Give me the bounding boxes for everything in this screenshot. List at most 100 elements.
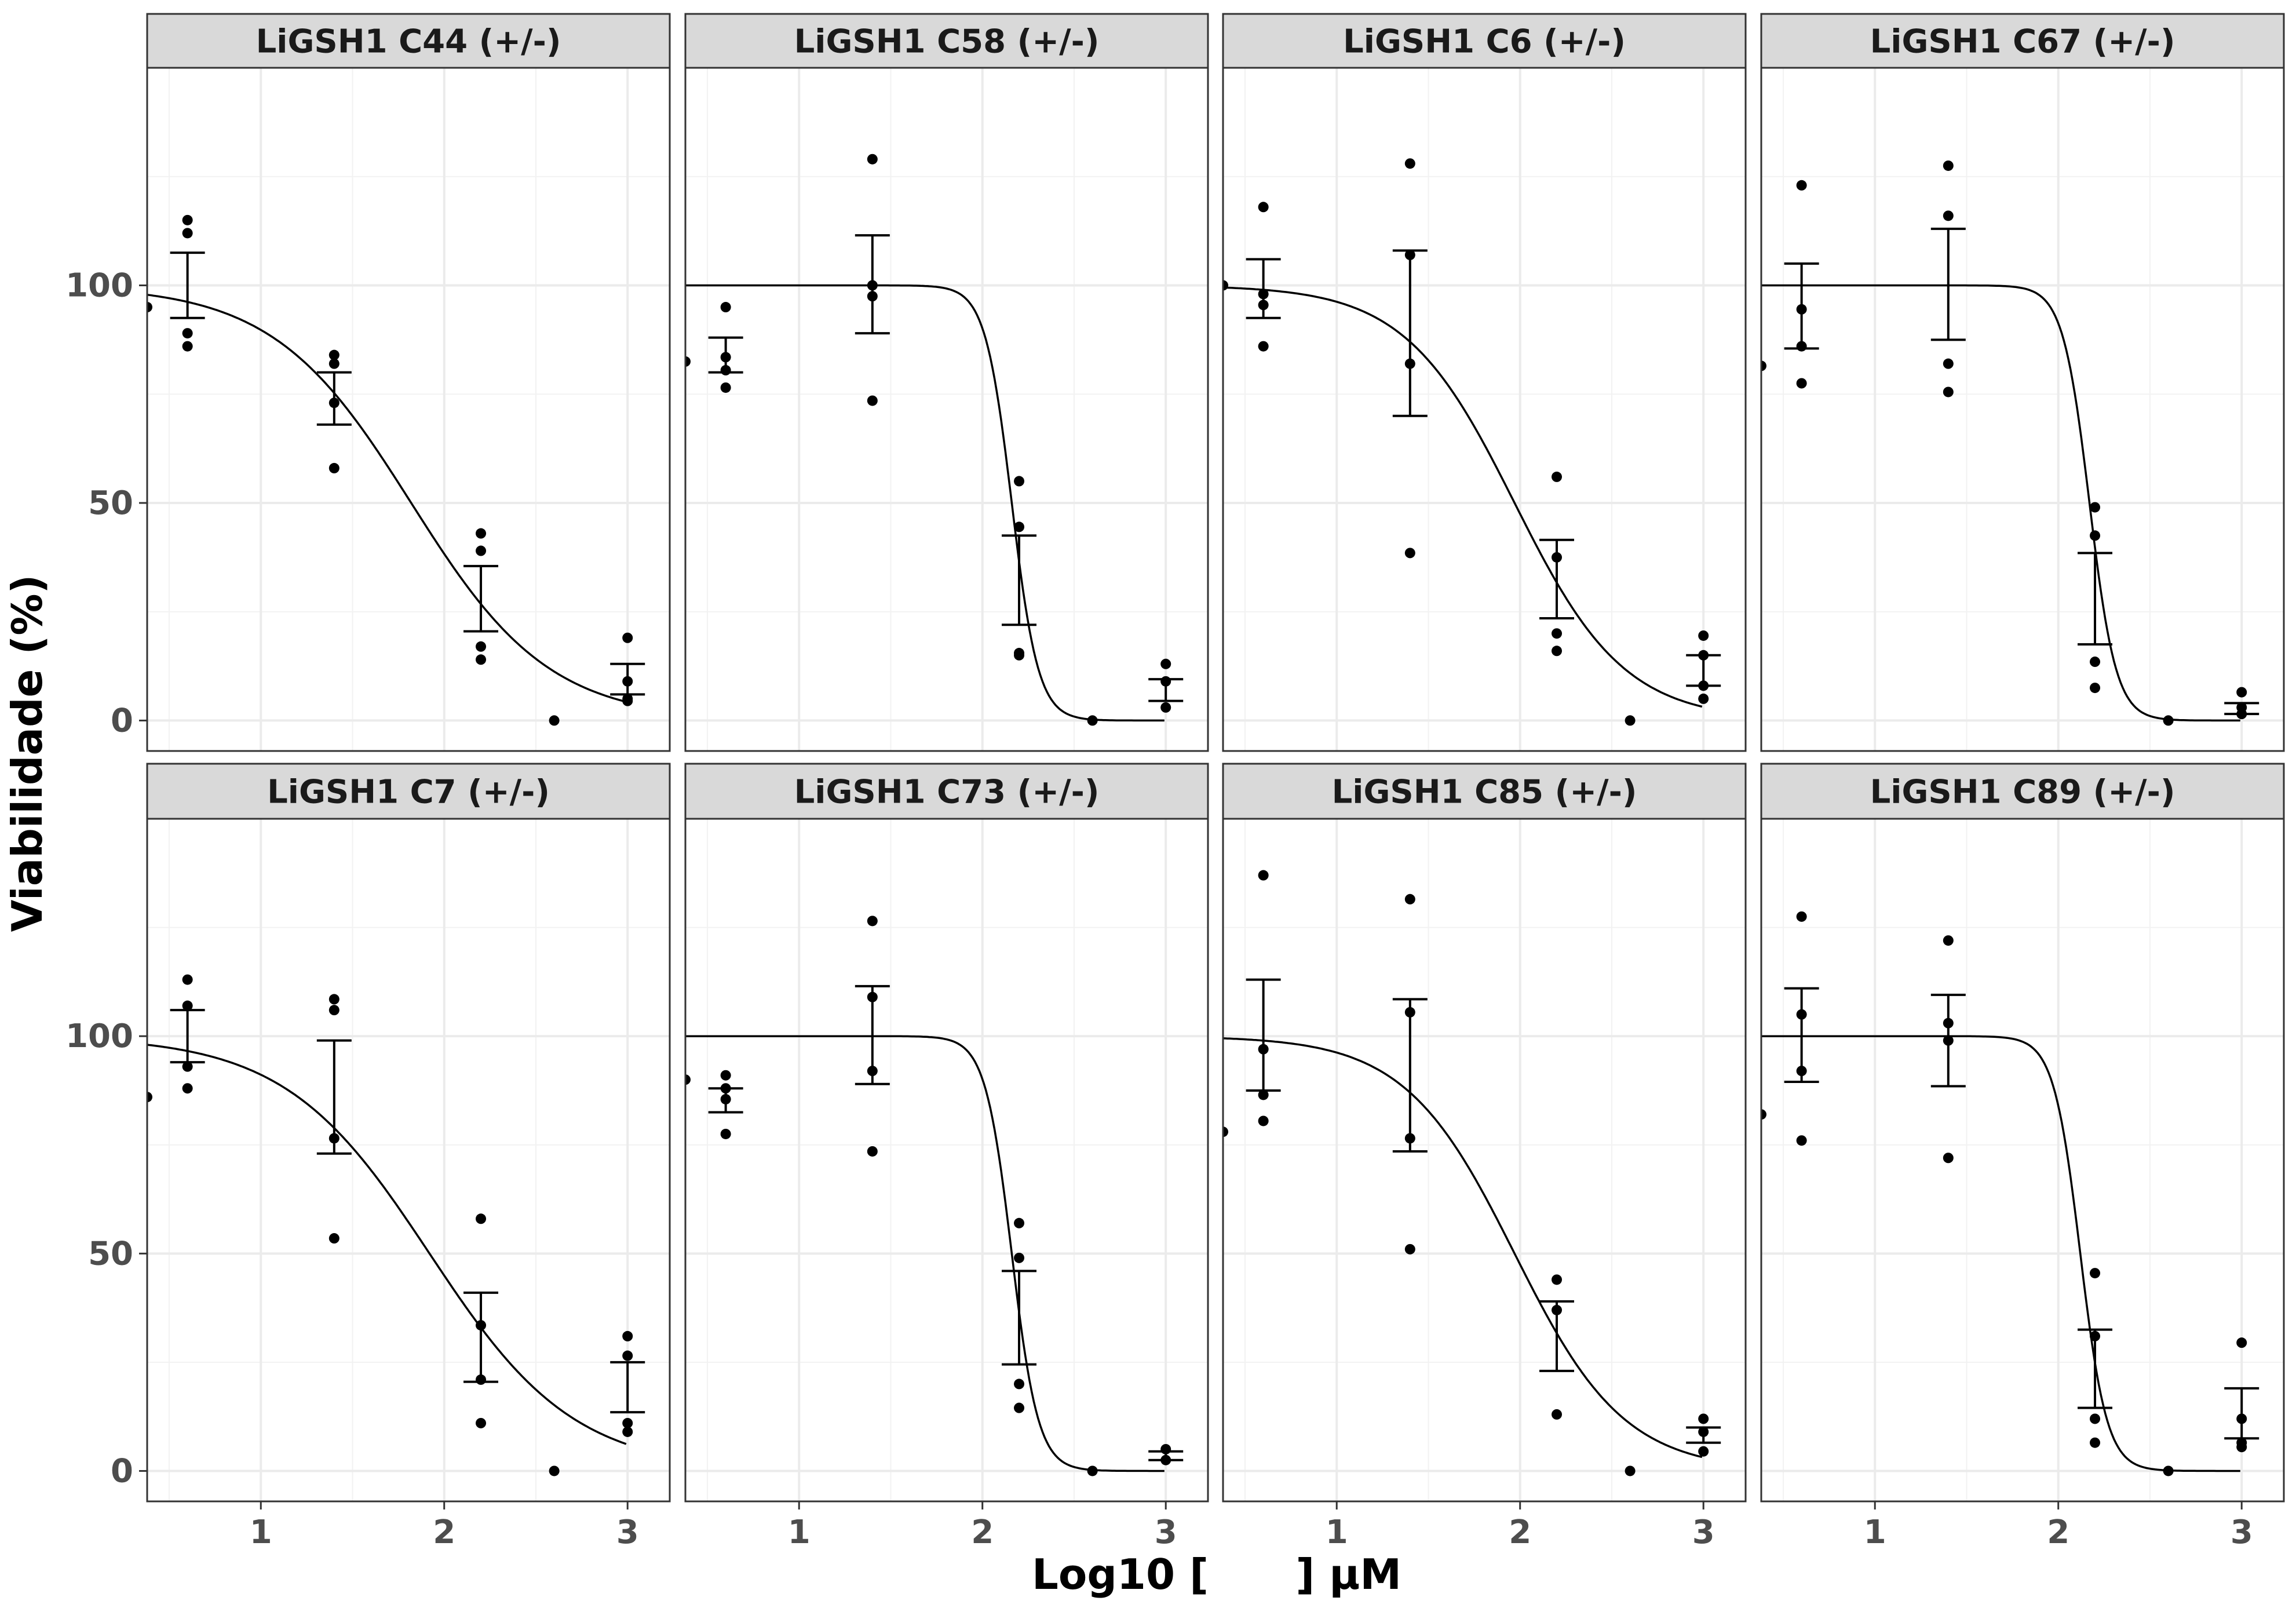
x-tick-label: 1 [1864, 1514, 1886, 1551]
data-point [182, 1000, 193, 1011]
data-point [2090, 657, 2101, 668]
x-tick-label: 3 [2231, 1514, 2253, 1551]
data-point [182, 341, 193, 352]
data-point [867, 154, 878, 165]
y-tick-label: 100 [65, 1018, 133, 1055]
data-point [328, 1233, 340, 1244]
facet-panel: LiGSH1 C89 (+/-) [1760, 763, 2285, 1503]
data-point [1160, 676, 1171, 687]
data-point [1625, 715, 1636, 726]
data-point [720, 364, 731, 375]
data-point [1698, 650, 1709, 661]
data-point [1943, 935, 1954, 946]
data-point [182, 1083, 193, 1094]
data-point [328, 1133, 340, 1144]
data-point [1014, 1402, 1025, 1413]
data-point [1258, 870, 1269, 881]
data-point [328, 1005, 340, 1016]
data-point [867, 291, 878, 302]
data-point [1014, 1217, 1025, 1228]
data-point [720, 302, 731, 313]
panel-border [1760, 818, 2285, 1503]
data-point [1552, 552, 1563, 563]
x-tick-label: 3 [616, 1514, 639, 1551]
x-tick-label: 2 [971, 1514, 994, 1551]
data-point [1552, 1304, 1563, 1315]
error-bar [2078, 1328, 2113, 1409]
data-point [1404, 358, 1415, 369]
data-point [2090, 1437, 2101, 1448]
facet-strip [146, 763, 671, 820]
y-tick-label: 0 [111, 702, 133, 739]
data-point [1761, 1109, 1766, 1120]
data-point [1943, 1153, 1954, 1164]
data-point [1404, 1244, 1415, 1255]
fitted-curve [147, 1044, 627, 1445]
data-point [867, 991, 878, 1002]
data-point [476, 545, 487, 556]
data-point [685, 1074, 691, 1085]
data-point [476, 528, 487, 539]
panel-border [146, 818, 671, 1503]
facet-title: LiGSH1 C6 (+/-) [1343, 23, 1626, 61]
data-point [1796, 1066, 1807, 1077]
data-point [2236, 687, 2247, 698]
data-point [476, 1213, 487, 1224]
data-point [1404, 1007, 1415, 1018]
data-point [1796, 180, 1807, 191]
x-axis-label: Log10 [ ] µM [1032, 1550, 1401, 1599]
data-points [147, 214, 633, 726]
error-bar [1002, 534, 1037, 626]
data-point [2090, 530, 2101, 541]
data-point [1796, 911, 1807, 922]
fitted-curve [1761, 284, 2240, 722]
x-tick-label: 2 [1509, 1514, 1531, 1551]
data-point [328, 358, 340, 369]
fitted-curve [147, 293, 627, 703]
data-point [2090, 502, 2101, 513]
data-points [147, 974, 633, 1476]
data-point [1943, 210, 1954, 221]
facet-title: LiGSH1 C58 (+/-) [794, 23, 1100, 61]
panel-border [684, 818, 1209, 1503]
data-point [1404, 894, 1415, 905]
data-point [867, 280, 878, 291]
x-tick-label: 1 [788, 1514, 811, 1551]
data-point [476, 1417, 487, 1428]
data-point [622, 676, 633, 687]
error-bar [1930, 227, 1966, 341]
facet-title: LiGSH1 C67 (+/-) [1870, 23, 2175, 61]
error-bar [610, 1361, 645, 1414]
data-point [1552, 1409, 1563, 1420]
data-point [1160, 1443, 1171, 1454]
data-points [1223, 158, 1709, 726]
data-point [1223, 280, 1228, 291]
facet-panel: LiGSH1 C58 (+/-) [684, 13, 1209, 752]
data-point [2090, 683, 2101, 694]
facet-panel: LiGSH1 C85 (+/-) [1222, 763, 1747, 1503]
x-tick-label: 3 [1155, 1514, 1177, 1551]
data-point [476, 1374, 487, 1385]
fitted-curve [1222, 286, 1703, 708]
data-point [1160, 702, 1171, 713]
data-point [328, 462, 340, 473]
y-axis-label: Viabilidade (%) [3, 575, 52, 932]
data-point [1160, 658, 1171, 669]
data-point [867, 1066, 878, 1077]
data-point [1404, 548, 1415, 559]
x-tick-label: 2 [433, 1514, 455, 1551]
data-point [2090, 1330, 2101, 1341]
data-point [182, 974, 193, 985]
data-point [2090, 1268, 2101, 1279]
facet-strip [1222, 763, 1747, 820]
data-point [1698, 1413, 1709, 1424]
data-point [2163, 715, 2174, 726]
data-point [720, 1128, 731, 1139]
data-point [1625, 1465, 1636, 1476]
data-point [867, 395, 878, 406]
data-point [2236, 1337, 2247, 1348]
facet-title: LiGSH1 C73 (+/-) [794, 774, 1100, 811]
data-point [1552, 628, 1563, 639]
y-tick-label: 100 [65, 267, 133, 304]
facet-panel: LiGSH1 C6 (+/-) [1222, 13, 1747, 752]
